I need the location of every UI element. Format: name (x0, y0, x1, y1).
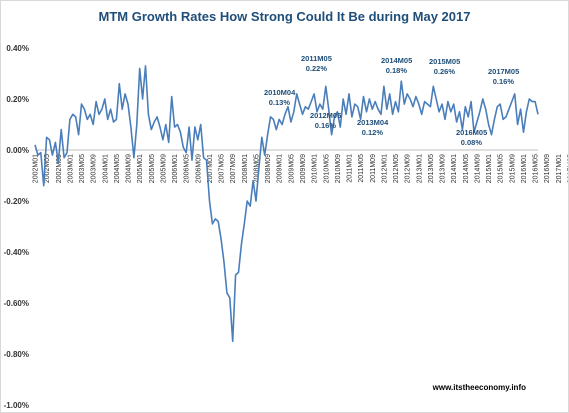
annotation-value: 0.16% (315, 121, 337, 130)
annotation-period: 2013M04 (357, 118, 389, 127)
x-tick-label: 2013M01 (416, 154, 423, 183)
annotation-value: 0.12% (362, 128, 384, 137)
x-tick-label: 2012M05 (393, 154, 400, 183)
x-tick-label: 2004M09 (126, 154, 133, 183)
x-tick-label: 2016M09 (544, 154, 551, 183)
x-tick-label: 2006M09 (195, 154, 202, 183)
x-tick-label: 2008M09 (265, 154, 272, 183)
x-tick-label: 2010M05 (323, 154, 330, 183)
x-tick-label: 2008M01 (242, 154, 249, 183)
x-axis: 2002M01 2002M05 2002M09 2003M01 2003M05 2003M… (33, 149, 569, 183)
annotation-period: 2012M05 (310, 111, 341, 120)
annotation-value: 0.13% (269, 98, 291, 107)
x-tick-label: 2014M05 (463, 154, 470, 183)
x-tick-label: 2002M05 (44, 154, 51, 183)
annotation-value: 0.16% (493, 77, 515, 86)
x-tick-label: 2007M01 (207, 154, 214, 183)
x-tick-label: 2013M05 (428, 154, 435, 183)
x-tick-label: 2007M09 (230, 154, 237, 183)
y-tick-label: -0.80% (4, 350, 29, 359)
x-tick-label: 2003M05 (79, 154, 86, 183)
y-tick-label: -0.60% (4, 299, 29, 308)
x-tick-label: 2002M09 (56, 154, 63, 183)
x-tick-label: 2004M01 (102, 154, 109, 183)
x-tick-label: 2003M09 (91, 154, 98, 183)
x-tick-label: 2004M05 (114, 154, 121, 183)
x-tick-label: 2003M01 (67, 154, 74, 183)
x-tick-label: 2005M09 (160, 154, 167, 183)
y-tick-label: -1.00% (4, 401, 29, 410)
chart-title: MTM Growth Rates How Strong Could It Be … (98, 9, 471, 24)
x-tick-label: 2011M01 (347, 154, 354, 183)
x-tick-label: 2015M05 (498, 154, 505, 183)
x-tick-label: 2017M05 (568, 154, 569, 183)
y-tick-label: -0.20% (4, 197, 29, 206)
annotation-period: 2017M05 (488, 67, 519, 76)
y-tick-label: 0.00% (6, 146, 29, 155)
y-axis: 0.40% 0.20% 0.00% -0.20% -0.40% -0.60% -0.80% -… (4, 44, 29, 410)
x-tick-label: 2013M09 (440, 154, 447, 183)
annotation-value: 0.08% (461, 138, 483, 147)
x-tick-label: 2005M01 (137, 154, 144, 183)
x-tick-label: 2011M05 (358, 154, 365, 183)
y-tick-label: 0.20% (6, 95, 29, 104)
x-tick-label: 2015M01 (486, 154, 493, 183)
x-tick-label: 2014M09 (474, 154, 481, 183)
annotation-value: 0.26% (434, 67, 456, 76)
x-tick-label: 2012M01 (381, 154, 388, 183)
x-tick-label: 2008M05 (254, 154, 261, 183)
annotation-value: 0.22% (306, 64, 328, 73)
series-layer (34, 65, 539, 343)
x-tick-label: 2016M01 (521, 154, 528, 183)
x-tick-label: 2012M09 (405, 154, 412, 183)
x-tick-label: 2005M05 (149, 154, 156, 183)
y-tick-label: -0.40% (4, 248, 29, 257)
source-credit: www.itstheeconomy.info (432, 383, 526, 392)
x-tick-label: 2007M05 (219, 154, 226, 183)
annotation-period: 2016M05 (456, 128, 487, 137)
annotation-period: 2014M05 (381, 56, 412, 65)
x-tick-label: 2009M09 (300, 154, 307, 183)
x-tick-label: 2010M01 (312, 154, 319, 183)
x-tick-label: 2009M01 (277, 154, 284, 183)
series-line (34, 65, 539, 343)
x-tick-label: 2006M05 (184, 154, 191, 183)
annotation-period: 2010M04 (264, 88, 296, 97)
x-tick-label: 2006M01 (172, 154, 179, 183)
x-tick-label: 2015M09 (509, 154, 516, 183)
x-tick-label: 2002M01 (33, 154, 40, 183)
x-tick-label: 2010M09 (335, 154, 342, 183)
y-tick-label: 0.40% (6, 44, 29, 53)
x-tick-label: 2009M05 (288, 154, 295, 183)
x-tick-label: 2016M05 (533, 154, 540, 183)
x-tick-label: 2017M01 (556, 154, 563, 183)
annotation-value: 0.18% (386, 66, 408, 75)
x-tick-label: 2014M01 (451, 154, 458, 183)
annotation-period: 2011M05 (301, 54, 332, 63)
annotation-period: 2015M05 (429, 57, 460, 66)
x-tick-label: 2011M09 (370, 154, 377, 183)
